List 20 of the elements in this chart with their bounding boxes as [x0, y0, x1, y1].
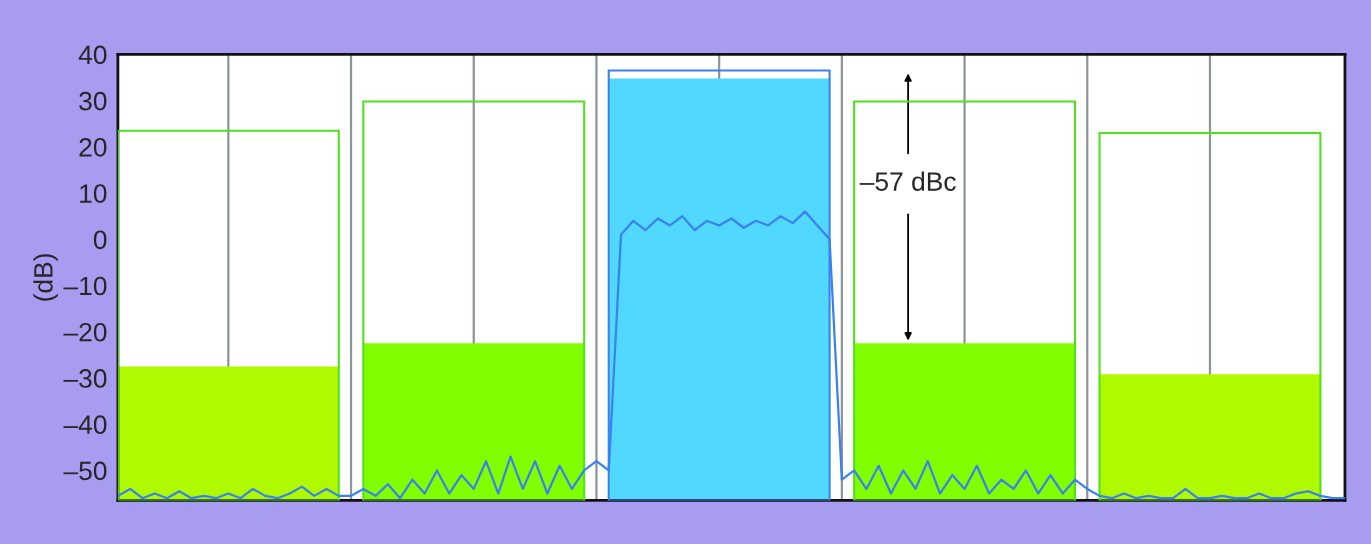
- y-tick-label: –40: [63, 415, 107, 435]
- y-tick-label: 40: [78, 45, 107, 65]
- bar: [1098, 131, 1322, 501]
- y-tick-label: 20: [79, 137, 107, 157]
- y-tick-label: 0: [93, 230, 107, 250]
- y-tick-label: –30: [63, 369, 107, 388]
- annotation: –57 dBc: [859, 171, 956, 191]
- y-tick-label: 30: [79, 91, 107, 111]
- y-axis-title: (dB): [33, 254, 58, 301]
- bar: [853, 100, 1077, 501]
- bar: [854, 343, 1075, 501]
- bar: [363, 343, 585, 501]
- bar: [117, 129, 340, 501]
- bar: [1099, 374, 1321, 501]
- y-tick-label: –20: [63, 322, 107, 342]
- y-tick-label: –50: [63, 461, 107, 481]
- bar: [362, 100, 586, 501]
- bar: [117, 366, 339, 501]
- y-tick-label: 10: [80, 184, 107, 203]
- y-tick-label: –10: [63, 276, 107, 296]
